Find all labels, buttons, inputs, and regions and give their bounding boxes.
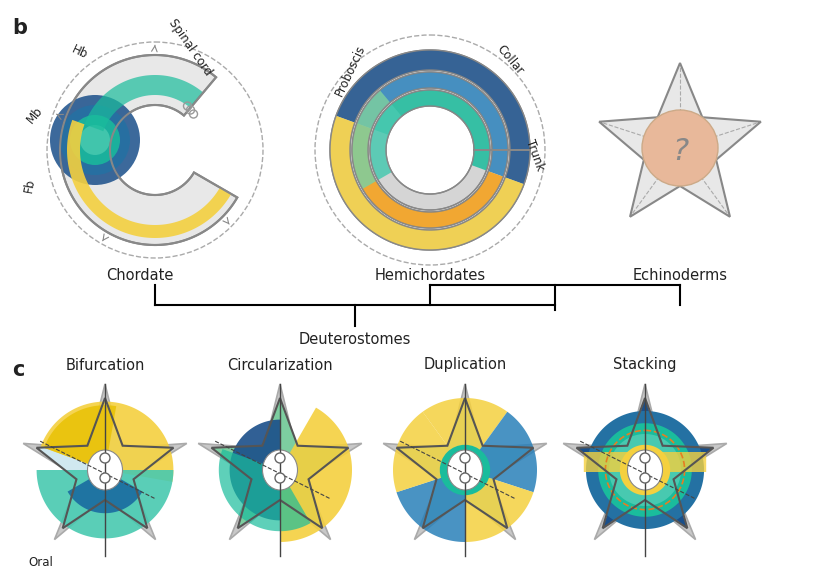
Circle shape <box>275 453 285 463</box>
Text: Stacking: Stacking <box>613 357 677 373</box>
Circle shape <box>50 95 140 185</box>
Circle shape <box>640 473 650 483</box>
Circle shape <box>70 115 120 165</box>
Text: Deuterostomes: Deuterostomes <box>299 332 411 348</box>
Circle shape <box>460 453 470 463</box>
Text: Hb: Hb <box>70 43 90 62</box>
Ellipse shape <box>447 450 483 490</box>
Polygon shape <box>219 449 310 531</box>
Ellipse shape <box>627 450 663 490</box>
Circle shape <box>460 473 470 483</box>
Polygon shape <box>280 408 352 542</box>
Polygon shape <box>67 120 232 238</box>
Text: Hemichordates: Hemichordates <box>374 267 485 283</box>
Text: Proboscis: Proboscis <box>333 42 368 98</box>
Text: Trunk: Trunk <box>523 137 547 173</box>
Text: Oral: Oral <box>28 556 53 568</box>
Text: Bifurcation: Bifurcation <box>66 357 144 373</box>
Polygon shape <box>599 63 761 217</box>
Polygon shape <box>631 455 659 484</box>
Polygon shape <box>330 116 524 250</box>
Text: c: c <box>12 360 25 380</box>
Polygon shape <box>67 470 142 513</box>
Polygon shape <box>352 72 508 228</box>
Polygon shape <box>23 384 187 540</box>
Circle shape <box>642 110 718 186</box>
Polygon shape <box>41 402 173 482</box>
Polygon shape <box>620 445 670 495</box>
Circle shape <box>100 473 110 483</box>
Text: Echinoderms: Echinoderms <box>632 267 727 283</box>
Polygon shape <box>230 420 280 520</box>
Polygon shape <box>330 50 530 250</box>
Text: Mb: Mb <box>25 104 46 126</box>
Ellipse shape <box>88 450 122 490</box>
Polygon shape <box>336 50 530 184</box>
Circle shape <box>100 453 110 463</box>
Text: Duplication: Duplication <box>424 357 507 373</box>
FancyBboxPatch shape <box>584 452 706 472</box>
Polygon shape <box>393 412 465 492</box>
Circle shape <box>640 453 650 463</box>
Text: Chordate: Chordate <box>106 267 174 283</box>
Polygon shape <box>423 398 507 470</box>
Polygon shape <box>352 90 390 189</box>
Polygon shape <box>586 411 704 529</box>
Ellipse shape <box>263 450 297 490</box>
Polygon shape <box>576 398 713 528</box>
Circle shape <box>60 105 130 175</box>
Polygon shape <box>352 123 503 228</box>
Polygon shape <box>374 90 490 170</box>
Polygon shape <box>465 470 534 542</box>
Polygon shape <box>370 104 401 180</box>
Polygon shape <box>37 470 173 539</box>
Circle shape <box>451 455 479 484</box>
Polygon shape <box>356 72 508 177</box>
Polygon shape <box>85 75 204 131</box>
Polygon shape <box>397 398 534 528</box>
Circle shape <box>80 125 110 155</box>
Polygon shape <box>383 384 547 540</box>
Polygon shape <box>563 384 727 540</box>
Text: Fb: Fb <box>22 177 38 193</box>
Text: b: b <box>12 18 27 38</box>
Polygon shape <box>198 384 362 540</box>
Text: Collar: Collar <box>494 43 526 78</box>
Polygon shape <box>212 398 348 528</box>
Circle shape <box>440 445 490 495</box>
Text: ?: ? <box>672 136 688 165</box>
Polygon shape <box>370 90 490 210</box>
Polygon shape <box>397 470 465 542</box>
Polygon shape <box>465 412 537 492</box>
Polygon shape <box>609 434 681 506</box>
Polygon shape <box>44 405 117 470</box>
Circle shape <box>275 473 285 483</box>
Polygon shape <box>60 55 237 245</box>
Polygon shape <box>36 398 173 528</box>
Text: Spinal cord: Spinal cord <box>166 17 214 78</box>
Text: Circularization: Circularization <box>227 357 333 373</box>
Polygon shape <box>599 423 692 517</box>
